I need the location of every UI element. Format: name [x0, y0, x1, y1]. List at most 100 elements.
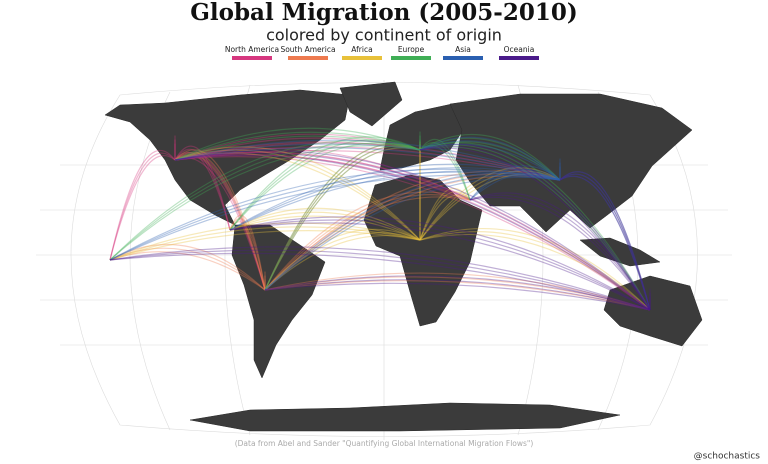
flows — [109, 127, 651, 311]
flow-line — [469, 169, 561, 201]
flow-line — [174, 149, 266, 291]
flow-line — [174, 148, 231, 231]
flow-line — [174, 147, 471, 201]
legend-label: North America — [225, 45, 279, 54]
flow-line — [174, 145, 231, 231]
flow-line — [174, 149, 421, 241]
flow-line — [419, 146, 651, 311]
flow-line — [264, 143, 421, 291]
flow-line — [174, 152, 421, 241]
flow-line — [419, 140, 561, 181]
flow-line — [559, 171, 651, 311]
north-america — [104, 89, 351, 226]
flow-line — [419, 231, 651, 311]
flow-line — [264, 196, 471, 291]
legend-swatch — [232, 56, 272, 60]
flow-line — [109, 155, 176, 261]
flow-line — [174, 155, 266, 291]
flow-line — [419, 138, 471, 201]
flow-line — [174, 146, 421, 241]
flow-line — [264, 145, 421, 291]
source-note: (Data from Abel and Sander "Quantifying … — [235, 439, 534, 448]
legend-swatch — [342, 56, 382, 60]
flow-line — [109, 140, 421, 261]
flow-line — [109, 152, 176, 261]
flow-line — [559, 175, 651, 311]
antarctica — [189, 402, 621, 432]
flow-line — [174, 127, 421, 161]
map — [36, 80, 732, 440]
flow-line — [264, 147, 421, 291]
flow-line — [109, 226, 421, 261]
flow-line — [419, 170, 561, 241]
flow-line — [109, 252, 651, 311]
legend-label: South America — [280, 45, 335, 54]
flow-line — [174, 147, 561, 181]
flow-line — [229, 167, 561, 231]
flow-line — [229, 214, 266, 291]
flow-line — [419, 137, 561, 181]
flow-line — [419, 144, 651, 311]
flow-line — [419, 142, 471, 201]
flow-line — [469, 165, 561, 201]
flow-line — [419, 191, 471, 241]
flow-line — [264, 172, 561, 291]
flow-line — [109, 145, 421, 261]
subtitle: colored by continent of origin — [266, 26, 502, 45]
flow-line — [419, 167, 561, 241]
flow-line — [174, 139, 561, 181]
flow-line — [229, 136, 421, 231]
flow-line — [264, 176, 561, 291]
flow-line — [174, 141, 421, 161]
flow-line — [174, 146, 561, 181]
greenland — [339, 81, 403, 127]
flow-line — [264, 282, 651, 311]
flow-line — [229, 217, 266, 291]
flow-line — [264, 194, 471, 291]
flow-line — [174, 150, 561, 181]
legend: North America South America Africa Europe As… — [225, 45, 539, 60]
legend-swatch — [443, 56, 483, 60]
europe — [379, 103, 467, 171]
flow-line — [174, 152, 651, 311]
flow-line — [264, 170, 561, 291]
flow-line — [229, 170, 561, 231]
flow-line — [264, 228, 421, 291]
flow-line — [229, 222, 651, 311]
flow-line — [264, 234, 421, 291]
flow-line — [109, 168, 561, 261]
flow-line — [174, 151, 651, 311]
flow-line — [174, 151, 231, 231]
flow-line — [109, 247, 266, 291]
flow-line — [174, 154, 266, 291]
flow-line — [419, 143, 651, 311]
flow-line — [469, 172, 561, 201]
flow-line — [559, 171, 651, 311]
flow-line — [419, 142, 651, 311]
flow-line — [419, 188, 471, 241]
flow-line — [419, 133, 561, 181]
legend-label: Asia — [455, 45, 471, 54]
flow-line — [229, 163, 561, 231]
flow-line — [229, 215, 421, 241]
flow-line — [419, 147, 651, 311]
flow-line — [419, 194, 471, 241]
flow-line — [419, 145, 651, 311]
flow-line — [109, 230, 421, 261]
flow-line — [109, 251, 266, 291]
flow-line — [174, 154, 651, 311]
flow-line — [419, 145, 471, 201]
flow-line — [264, 275, 651, 311]
flow-line — [264, 280, 651, 311]
flow-line — [174, 154, 471, 201]
flow-line — [419, 233, 651, 311]
flow-line — [174, 137, 421, 161]
legend-label: Europe — [398, 45, 425, 54]
flow-line — [559, 173, 651, 311]
flow-line — [229, 216, 651, 311]
flow-line — [229, 219, 651, 311]
legend-swatch — [499, 56, 539, 60]
flow-line — [469, 192, 651, 311]
flow-line — [109, 149, 176, 261]
